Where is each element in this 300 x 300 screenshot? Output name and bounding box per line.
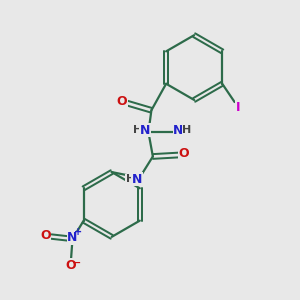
Text: H: H — [182, 125, 191, 135]
Text: I: I — [236, 101, 240, 114]
Text: +: + — [74, 227, 82, 237]
Text: O: O — [66, 259, 76, 272]
Text: −: − — [72, 257, 82, 268]
Text: H: H — [126, 174, 135, 184]
Text: H: H — [133, 125, 142, 135]
Text: O: O — [40, 229, 51, 242]
Text: N: N — [140, 124, 150, 137]
Text: N: N — [67, 231, 78, 244]
Text: O: O — [117, 95, 127, 108]
Text: N: N — [132, 172, 142, 186]
Text: O: O — [179, 147, 189, 160]
Text: N: N — [173, 124, 184, 137]
